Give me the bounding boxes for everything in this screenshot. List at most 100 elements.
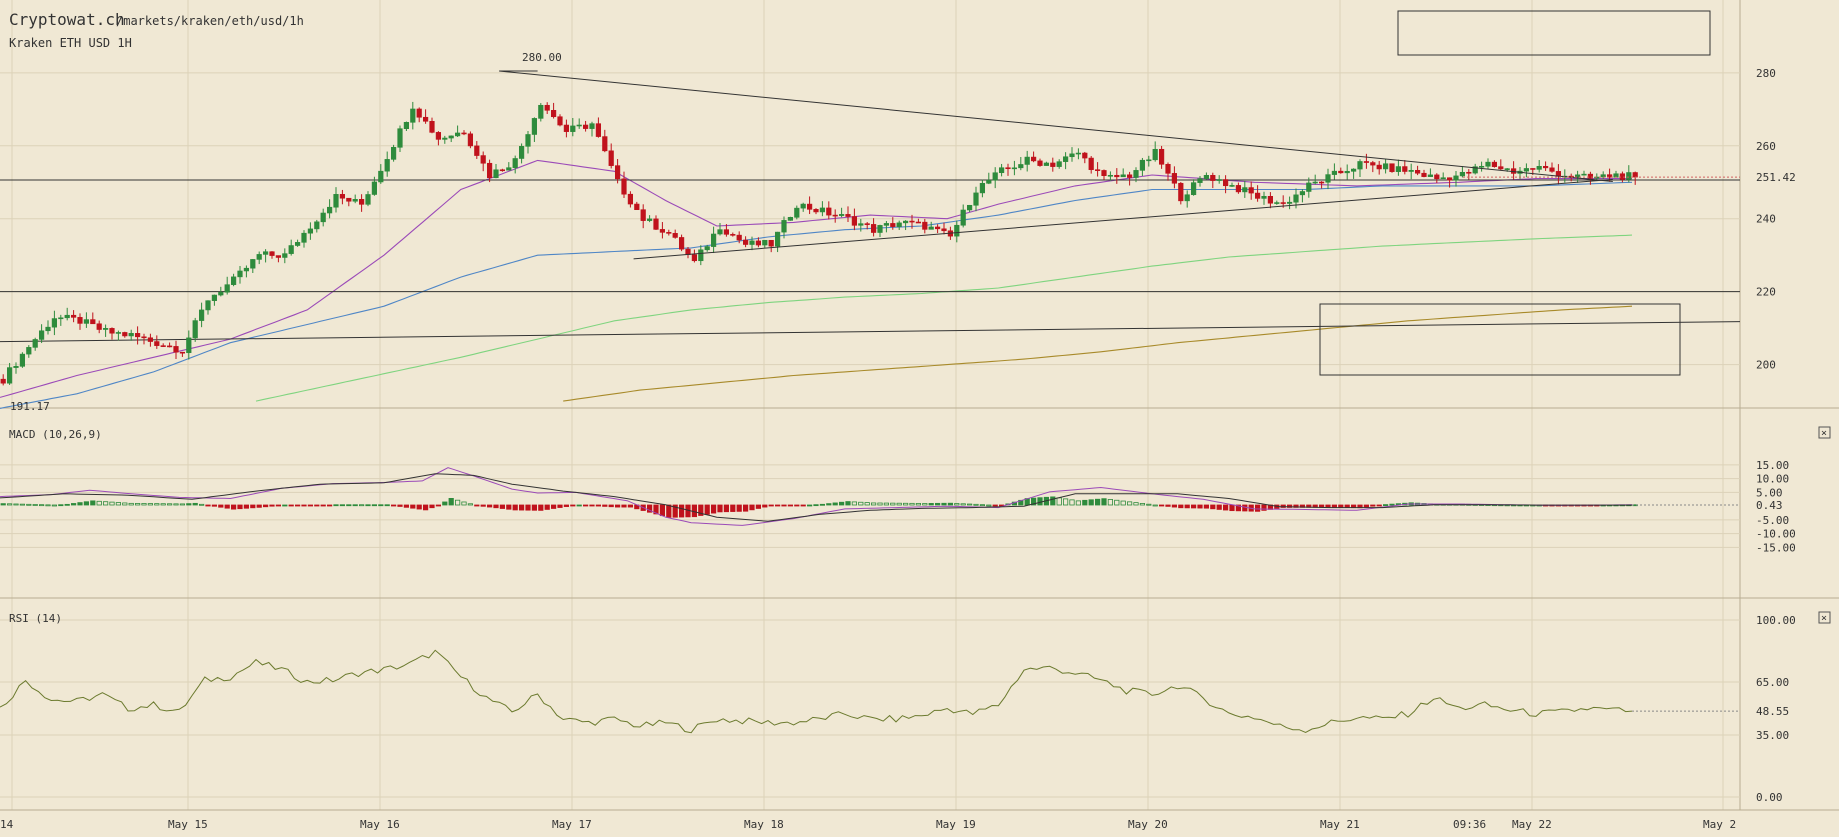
macd-bar-positive: [941, 502, 947, 506]
time-tick-label: May 17: [552, 818, 592, 831]
macd-bar-positive: [90, 500, 96, 506]
candle-down: [358, 199, 365, 205]
candle-up: [1152, 148, 1158, 161]
candle-down: [813, 209, 819, 213]
macd-bar-positive: [115, 502, 121, 506]
macd-bar-negative: [480, 504, 486, 507]
candle-up: [1293, 194, 1299, 203]
macd-bar-positive: [915, 503, 922, 506]
macd-bar-negative: [493, 504, 499, 509]
candle-down: [1127, 174, 1133, 178]
macd-bar-negative: [1235, 504, 1241, 512]
macd-bar-negative: [615, 504, 621, 508]
macd-bar-positive: [1146, 503, 1152, 506]
candle-down: [678, 237, 685, 250]
candle-down: [832, 214, 838, 217]
macd-bar-positive: [1037, 497, 1043, 506]
macd-bar-positive: [1095, 498, 1101, 506]
macd-bar-positive: [1101, 498, 1107, 506]
macd-bar-negative: [762, 504, 768, 508]
candle-up: [1203, 175, 1209, 179]
candle-up: [1184, 194, 1190, 202]
macd-bar-positive: [192, 502, 198, 506]
macd-bar-positive: [339, 504, 346, 507]
site-title[interactable]: Cryptowat.ch: [9, 10, 125, 29]
macd-bar-negative: [666, 504, 672, 518]
time-tick-label: May 18: [744, 818, 784, 831]
macd-bar-positive: [890, 502, 896, 506]
candle-up: [231, 276, 237, 285]
macd-bar-positive: [576, 504, 582, 507]
candle-up: [1383, 163, 1389, 170]
time-tick-label: May 19: [936, 818, 976, 831]
candle-up: [1440, 177, 1446, 180]
candle-up: [1504, 168, 1510, 170]
macd-bar-positive: [960, 503, 966, 506]
macd-bar-negative: [679, 504, 685, 518]
candle-up: [243, 267, 250, 272]
candle-up: [294, 242, 301, 246]
macd-bar-negative: [1363, 504, 1369, 508]
candle-down: [563, 124, 569, 132]
candle-up: [710, 233, 717, 247]
candle-up: [1043, 162, 1049, 166]
candle-up: [301, 232, 307, 243]
candle-down: [269, 251, 275, 256]
macd-close-button[interactable]: ×: [1818, 426, 1831, 439]
candle-down: [1543, 166, 1549, 169]
candle-down: [141, 336, 147, 339]
macd-bar-negative: [390, 504, 397, 507]
rsi-tick-label: 65.00: [1756, 676, 1789, 689]
candle-down: [557, 116, 563, 126]
candle-down: [1421, 172, 1427, 177]
macd-bar-negative: [230, 504, 237, 510]
macd-bar-positive: [186, 503, 192, 506]
macd-bar-negative: [1229, 504, 1235, 512]
candle-down: [1587, 173, 1593, 179]
macd-bar-positive: [845, 501, 851, 506]
candle-down: [608, 150, 614, 166]
candle-down: [71, 314, 77, 318]
macd-bar-positive: [877, 502, 883, 506]
macd-bar-positive: [871, 502, 877, 506]
candle-down: [109, 328, 115, 334]
candle-up: [307, 228, 314, 234]
macd-bar-negative: [557, 504, 563, 508]
macd-line: [0, 467, 1633, 526]
candle-down: [915, 221, 921, 224]
macd-tick-label: 10.00: [1756, 473, 1789, 486]
candle-up: [282, 253, 288, 258]
macd-bar-positive: [813, 504, 819, 507]
candle-up: [992, 172, 998, 181]
candle-up: [83, 319, 89, 324]
macd-tick-label: -15.00: [1756, 541, 1796, 554]
candle-up: [1331, 170, 1337, 175]
macd-bar-negative: [301, 504, 307, 507]
candle-down: [1447, 177, 1453, 181]
macd-bar-negative: [410, 504, 416, 509]
candle-down: [1466, 171, 1472, 174]
macd-bar-positive: [967, 503, 973, 506]
candle-up: [365, 194, 371, 205]
candle-down: [467, 133, 474, 147]
macd-bar-positive: [819, 503, 826, 506]
candle-down: [1050, 162, 1056, 167]
candle-down: [691, 254, 697, 262]
macd-bar-positive: [883, 502, 890, 506]
candle-down: [1498, 166, 1504, 170]
macd-bar-negative: [608, 504, 614, 508]
price-panel: 280 260 240 220 200 251.42 Cryptowat.ch /mark…: [0, 10, 1796, 413]
rsi-close-button[interactable]: ×: [1818, 611, 1831, 624]
candle-up: [1261, 196, 1267, 199]
macd-tick-label: 0.43: [1756, 499, 1783, 512]
candle-up: [1197, 178, 1203, 183]
macd-bar-positive: [198, 503, 205, 506]
macd-bar-negative: [800, 504, 806, 507]
macd-bar-positive: [1127, 501, 1133, 506]
candle-up: [883, 223, 889, 226]
macd-bar-positive: [1152, 504, 1158, 507]
macd-bar-positive: [858, 501, 864, 506]
candle-down: [1159, 148, 1165, 165]
candle-up: [454, 132, 461, 137]
